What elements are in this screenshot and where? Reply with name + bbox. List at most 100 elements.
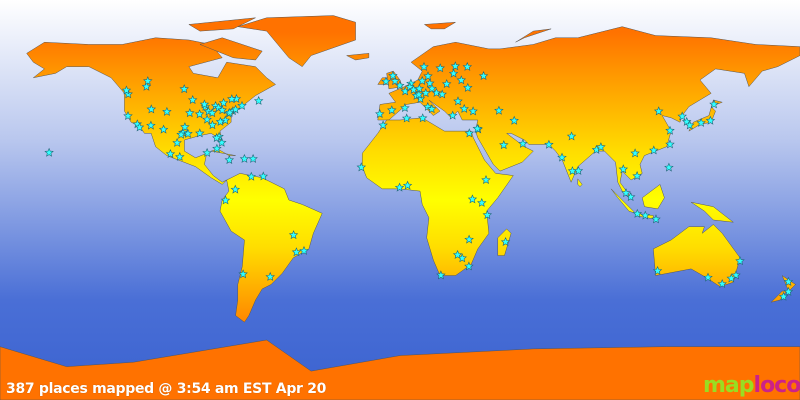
place-marker-star-icon[interactable] bbox=[596, 142, 606, 152]
place-marker-star-icon[interactable] bbox=[146, 120, 156, 130]
place-marker-star-icon[interactable] bbox=[696, 117, 706, 127]
place-marker-star-icon[interactable] bbox=[265, 271, 275, 281]
place-marker-star-icon[interactable] bbox=[388, 70, 398, 80]
place-marker-star-icon[interactable] bbox=[387, 105, 397, 115]
place-marker-star-icon[interactable] bbox=[477, 197, 487, 207]
place-marker-star-icon[interactable] bbox=[299, 245, 309, 255]
place-marker-star-icon[interactable] bbox=[419, 61, 429, 71]
place-marker-star-icon[interactable] bbox=[172, 137, 182, 147]
place-marker-star-icon[interactable] bbox=[464, 261, 474, 271]
place-marker-star-icon[interactable] bbox=[207, 120, 218, 130]
place-marker-star-icon[interactable] bbox=[632, 171, 642, 181]
place-marker-star-icon[interactable] bbox=[224, 155, 235, 165]
place-marker-star-icon[interactable] bbox=[134, 122, 145, 132]
place-marker-star-icon[interactable] bbox=[717, 279, 727, 289]
place-marker-star-icon[interactable] bbox=[183, 128, 193, 138]
place-marker-star-icon[interactable] bbox=[401, 113, 412, 123]
place-marker-star-icon[interactable] bbox=[441, 79, 452, 89]
place-marker-star-icon[interactable] bbox=[518, 138, 528, 148]
place-marker-star-icon[interactable] bbox=[618, 164, 629, 174]
place-marker-star-icon[interactable] bbox=[121, 85, 132, 95]
place-marker-star-icon[interactable] bbox=[630, 148, 640, 158]
place-marker-star-icon[interactable] bbox=[158, 124, 169, 134]
place-marker-star-icon[interactable] bbox=[437, 89, 447, 99]
place-marker-star-icon[interactable] bbox=[685, 120, 695, 130]
place-marker-star-icon[interactable] bbox=[450, 61, 461, 71]
place-marker-star-icon[interactable] bbox=[509, 115, 519, 125]
place-marker-star-icon[interactable] bbox=[202, 147, 212, 157]
place-marker-star-icon[interactable] bbox=[253, 95, 264, 105]
place-marker-star-icon[interactable] bbox=[44, 147, 54, 157]
place-marker-star-icon[interactable] bbox=[468, 106, 478, 116]
place-marker-star-icon[interactable] bbox=[146, 104, 157, 114]
place-marker-star-icon[interactable] bbox=[436, 270, 446, 280]
place-marker-star-icon[interactable] bbox=[566, 131, 577, 141]
place-marker-star-icon[interactable] bbox=[462, 61, 473, 71]
place-marker-star-icon[interactable] bbox=[141, 81, 152, 91]
place-marker-star-icon[interactable] bbox=[220, 195, 231, 205]
place-marker-star-icon[interactable] bbox=[143, 76, 153, 86]
place-marker-star-icon[interactable] bbox=[464, 234, 474, 244]
place-marker-star-icon[interactable] bbox=[194, 109, 205, 119]
maploco-logo[interactable]: maploco bbox=[703, 373, 800, 398]
place-marker-star-icon[interactable] bbox=[237, 100, 247, 110]
place-marker-star-icon[interactable] bbox=[417, 113, 428, 123]
place-marker-star-icon[interactable] bbox=[162, 106, 172, 116]
place-marker-star-icon[interactable] bbox=[481, 175, 491, 185]
place-marker-star-icon[interactable] bbox=[288, 230, 299, 240]
place-marker-star-icon[interactable] bbox=[402, 180, 413, 190]
place-marker-star-icon[interactable] bbox=[394, 182, 405, 192]
place-marker-star-icon[interactable] bbox=[381, 76, 391, 86]
place-marker-star-icon[interactable] bbox=[735, 256, 745, 266]
place-marker-star-icon[interactable] bbox=[356, 162, 367, 172]
place-marker-star-icon[interactable] bbox=[421, 88, 431, 98]
place-marker-star-icon[interactable] bbox=[258, 171, 269, 181]
place-marker-star-icon[interactable] bbox=[640, 210, 651, 220]
place-marker-star-icon[interactable] bbox=[239, 153, 250, 163]
place-marker-star-icon[interactable] bbox=[705, 115, 716, 125]
place-marker-star-icon[interactable] bbox=[187, 95, 198, 105]
place-marker-star-icon[interactable] bbox=[573, 165, 584, 175]
place-marker-star-icon[interactable] bbox=[783, 276, 794, 286]
place-marker-star-icon[interactable] bbox=[225, 107, 235, 117]
place-marker-star-icon[interactable] bbox=[220, 115, 231, 125]
place-marker-star-icon[interactable] bbox=[123, 111, 133, 121]
place-marker-star-icon[interactable] bbox=[467, 194, 478, 204]
place-marker-star-icon[interactable] bbox=[665, 125, 675, 135]
place-marker-star-icon[interactable] bbox=[778, 291, 789, 301]
place-marker-star-icon[interactable] bbox=[621, 188, 631, 198]
place-marker-star-icon[interactable] bbox=[463, 82, 473, 92]
place-marker-star-icon[interactable] bbox=[482, 210, 493, 220]
place-marker-star-icon[interactable] bbox=[185, 108, 195, 118]
place-marker-star-icon[interactable] bbox=[425, 78, 435, 88]
place-marker-star-icon[interactable] bbox=[179, 84, 189, 94]
place-marker-star-icon[interactable] bbox=[199, 99, 210, 109]
place-marker-star-icon[interactable] bbox=[447, 110, 458, 120]
place-marker-star-icon[interactable] bbox=[217, 105, 227, 115]
place-marker-star-icon[interactable] bbox=[632, 208, 643, 218]
place-marker-star-icon[interactable] bbox=[427, 83, 437, 93]
place-marker-star-icon[interactable] bbox=[499, 140, 509, 150]
place-marker-star-icon[interactable] bbox=[783, 286, 794, 296]
place-marker-star-icon[interactable] bbox=[218, 97, 229, 107]
place-marker-star-icon[interactable] bbox=[544, 139, 554, 149]
place-marker-star-icon[interactable] bbox=[165, 149, 176, 159]
place-marker-star-icon[interactable] bbox=[202, 114, 212, 124]
place-marker-star-icon[interactable] bbox=[665, 139, 675, 149]
place-marker-star-icon[interactable] bbox=[414, 83, 425, 93]
place-marker-star-icon[interactable] bbox=[448, 68, 459, 78]
place-marker-star-icon[interactable] bbox=[456, 75, 467, 85]
place-marker-star-icon[interactable] bbox=[664, 162, 674, 172]
place-marker-star-icon[interactable] bbox=[390, 76, 400, 86]
place-marker-star-icon[interactable] bbox=[180, 122, 190, 132]
place-marker-star-icon[interactable] bbox=[248, 153, 258, 163]
place-marker-star-icon[interactable] bbox=[494, 105, 504, 115]
place-marker-star-icon[interactable] bbox=[227, 94, 237, 104]
place-marker-star-icon[interactable] bbox=[207, 108, 217, 118]
place-marker-star-icon[interactable] bbox=[246, 171, 257, 181]
place-marker-star-icon[interactable] bbox=[212, 143, 222, 153]
place-marker-star-icon[interactable] bbox=[423, 101, 433, 111]
place-marker-star-icon[interactable] bbox=[427, 104, 437, 114]
place-marker-star-icon[interactable] bbox=[175, 151, 185, 161]
